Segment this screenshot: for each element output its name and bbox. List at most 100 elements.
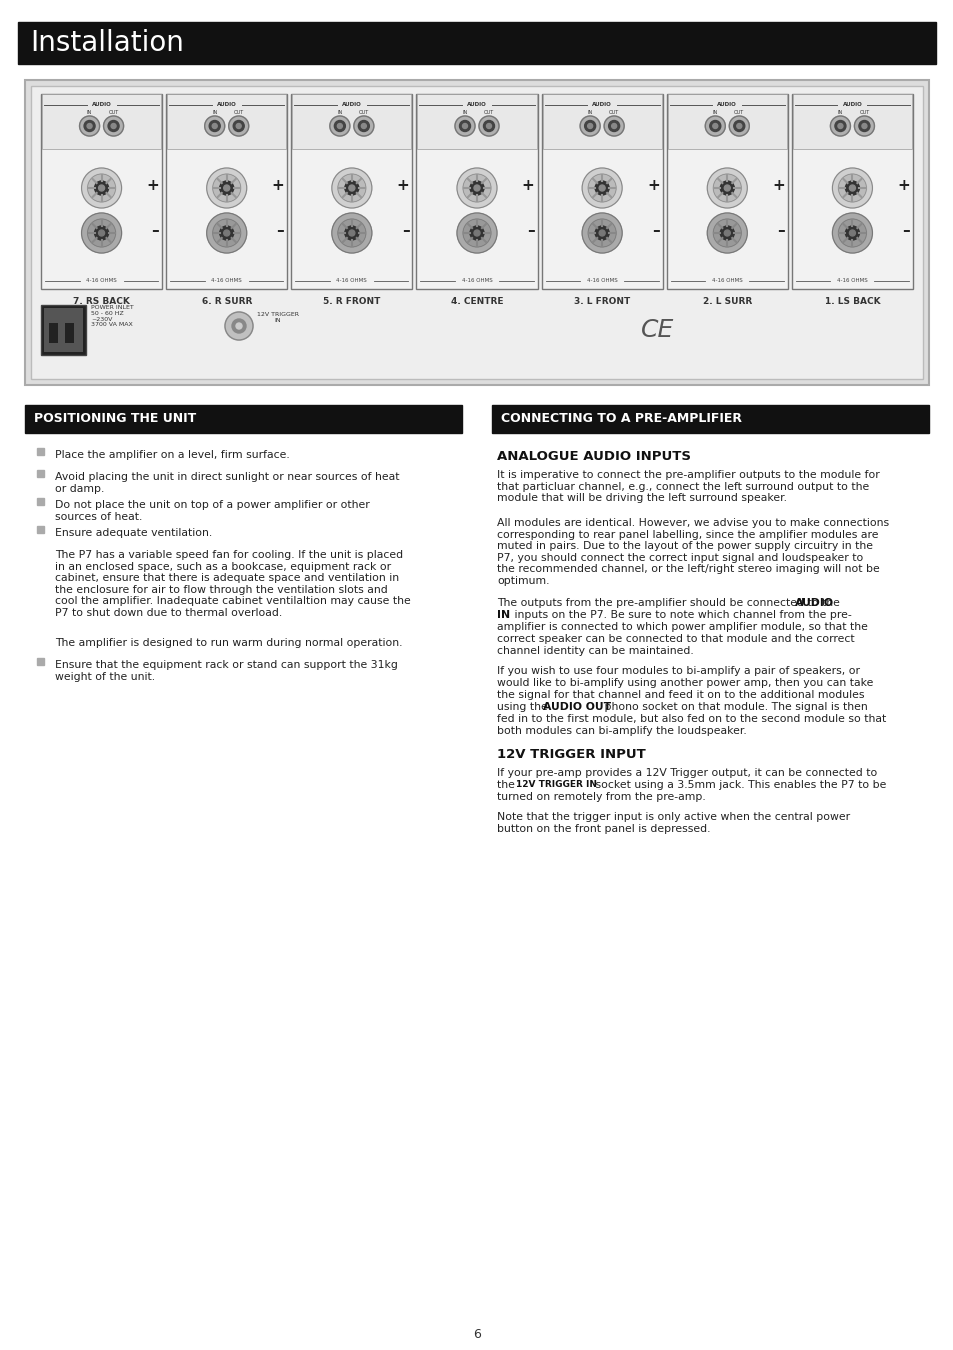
Circle shape (229, 116, 249, 136)
Circle shape (455, 116, 475, 136)
Text: IN: IN (87, 109, 92, 115)
Bar (292, 95, 411, 148)
Circle shape (94, 181, 109, 194)
Circle shape (603, 116, 623, 136)
Circle shape (233, 120, 244, 131)
Bar (37, 498, 44, 505)
Circle shape (478, 116, 498, 136)
Text: +: + (272, 178, 284, 193)
Text: +: + (771, 178, 784, 193)
Text: –: – (777, 224, 784, 239)
Text: –: – (902, 224, 909, 239)
Text: using the: using the (497, 702, 551, 711)
Text: The P7 has a variable speed fan for cooling. If the unit is placed
in an enclose: The P7 has a variable speed fan for cool… (55, 549, 411, 618)
Text: 7. RS BACK: 7. RS BACK (73, 297, 130, 305)
Text: Ensure that the equipment rack or stand can support the 31kg
weight of the unit.: Ensure that the equipment rack or stand … (55, 660, 397, 682)
Circle shape (94, 225, 109, 240)
Circle shape (486, 123, 491, 128)
Text: If you wish to use four modules to bi-amplify a pair of speakers, or: If you wish to use four modules to bi-am… (497, 666, 859, 676)
Text: AUDIO: AUDIO (592, 103, 612, 108)
Circle shape (207, 167, 247, 208)
Text: socket using a 3.5mm jack. This enables the P7 to be: socket using a 3.5mm jack. This enables … (592, 780, 885, 790)
Text: 6: 6 (473, 1328, 480, 1341)
Text: AUDIO: AUDIO (216, 103, 236, 108)
Circle shape (470, 225, 483, 240)
Circle shape (706, 167, 746, 208)
Circle shape (709, 120, 720, 131)
Text: 4. CENTRE: 4. CENTRE (450, 297, 503, 305)
Text: AUDIO: AUDIO (91, 103, 112, 108)
Bar (542, 95, 661, 148)
Circle shape (219, 225, 233, 240)
Text: 12V TRIGGER IN: 12V TRIGGER IN (516, 780, 597, 788)
Circle shape (334, 120, 345, 131)
Text: POSITIONING THE UNIT: POSITIONING THE UNIT (34, 413, 196, 425)
Circle shape (584, 120, 595, 131)
Text: AUDIO: AUDIO (841, 103, 862, 108)
Circle shape (723, 185, 729, 190)
Text: CONNECTING TO A PRE-AMPLIFIER: CONNECTING TO A PRE-AMPLIFIER (500, 413, 741, 425)
Circle shape (361, 123, 366, 128)
Circle shape (456, 167, 497, 208)
Text: AUDIO: AUDIO (341, 103, 361, 108)
Text: OUT: OUT (358, 109, 369, 115)
Bar (65, 323, 74, 343)
Text: OUT: OUT (483, 109, 494, 115)
Circle shape (232, 319, 246, 333)
Text: –: – (651, 224, 659, 239)
Circle shape (108, 120, 119, 131)
Text: IN: IN (712, 109, 718, 115)
Circle shape (483, 120, 494, 131)
Circle shape (723, 230, 729, 236)
Circle shape (837, 123, 842, 128)
Circle shape (579, 116, 599, 136)
Bar (37, 526, 44, 533)
Circle shape (848, 185, 855, 190)
Circle shape (470, 181, 483, 194)
Circle shape (205, 116, 225, 136)
Text: IN: IN (462, 109, 467, 115)
Circle shape (98, 230, 105, 236)
Circle shape (838, 219, 865, 247)
Text: Installation: Installation (30, 28, 184, 57)
Text: AUDIO OUT: AUDIO OUT (542, 702, 611, 711)
Text: The outputs from the pre-amplifier should be connected to the: The outputs from the pre-amplifier shoul… (497, 598, 842, 608)
Bar (791, 95, 912, 289)
Text: 4-16 OHMS: 4-16 OHMS (461, 278, 492, 283)
Text: All modules are identical. However, we advise you to make connections
correspond: All modules are identical. However, we a… (497, 518, 888, 586)
Bar (291, 95, 412, 289)
Circle shape (88, 174, 115, 202)
Text: 4-16 OHMS: 4-16 OHMS (212, 278, 242, 283)
Text: +: + (521, 178, 534, 193)
Circle shape (844, 181, 859, 194)
Bar (167, 95, 286, 148)
Text: 3. L FRONT: 3. L FRONT (574, 297, 630, 305)
Circle shape (224, 230, 230, 236)
Text: inputs on the P7. Be sure to note which channel from the pre-: inputs on the P7. Be sure to note which … (511, 610, 851, 620)
Text: Ensure adequate ventilation.: Ensure adequate ventilation. (55, 528, 212, 539)
Text: button on the front panel is depressed.: button on the front panel is depressed. (497, 824, 710, 834)
Text: AUDIO: AUDIO (794, 598, 833, 608)
Circle shape (462, 174, 491, 202)
Circle shape (598, 230, 604, 236)
Text: OUT: OUT (109, 109, 118, 115)
Circle shape (720, 181, 734, 194)
Text: 1. LS BACK: 1. LS BACK (823, 297, 880, 305)
Circle shape (332, 167, 372, 208)
Circle shape (588, 174, 616, 202)
Text: –: – (152, 224, 159, 239)
Circle shape (844, 225, 859, 240)
Circle shape (79, 116, 99, 136)
Circle shape (611, 123, 616, 128)
Circle shape (595, 181, 609, 194)
Circle shape (462, 219, 491, 247)
Circle shape (358, 120, 369, 131)
Circle shape (213, 219, 240, 247)
Bar (37, 657, 44, 666)
Text: POWER INLET
50 - 60 HZ
~230V
3700 VA MAX: POWER INLET 50 - 60 HZ ~230V 3700 VA MAX (91, 305, 133, 328)
Circle shape (88, 219, 115, 247)
Text: IN: IN (336, 109, 342, 115)
Bar (49, 323, 58, 343)
Text: 4-16 OHMS: 4-16 OHMS (836, 278, 867, 283)
Text: 2. L SURR: 2. L SURR (702, 297, 751, 305)
